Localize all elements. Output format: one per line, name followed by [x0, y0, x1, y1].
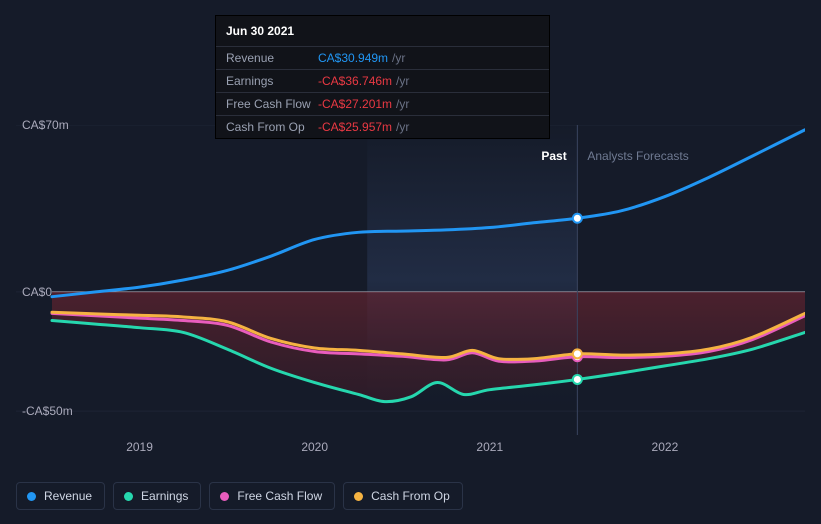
- legend-label: Revenue: [44, 489, 92, 503]
- legend-label: Earnings: [141, 489, 188, 503]
- tooltip-row-value: -CA$36.746m: [318, 74, 392, 88]
- tooltip-row-label: Cash From Op: [226, 120, 318, 134]
- legend-dot-icon: [27, 492, 36, 501]
- x-axis: 2019 2020 2021 2022: [16, 440, 805, 460]
- tooltip-row-label: Free Cash Flow: [226, 97, 318, 111]
- legend-dot-icon: [354, 492, 363, 501]
- x-tick-label: 2021: [476, 440, 503, 454]
- legend-item-cfo[interactable]: Cash From Op: [343, 482, 463, 510]
- x-tick-label: 2022: [652, 440, 679, 454]
- legend-item-fcf[interactable]: Free Cash Flow: [209, 482, 335, 510]
- x-tick-label: 2019: [126, 440, 153, 454]
- legend-label: Cash From Op: [371, 489, 450, 503]
- legend-item-revenue[interactable]: Revenue: [16, 482, 105, 510]
- tooltip-row-label: Earnings: [226, 74, 318, 88]
- tooltip-row-suffix: /yr: [392, 51, 405, 65]
- tooltip-row-suffix: /yr: [396, 74, 409, 88]
- legend-item-earnings[interactable]: Earnings: [113, 482, 201, 510]
- tooltip-row: RevenueCA$30.949m/yr: [216, 47, 549, 70]
- tooltip-row-value: CA$30.949m: [318, 51, 388, 65]
- tooltip-row-value: -CA$25.957m: [318, 120, 392, 134]
- legend-dot-icon: [124, 492, 133, 501]
- tooltip-row: Cash From Op-CA$25.957m/yr: [216, 116, 549, 138]
- tooltip-date: Jun 30 2021: [216, 16, 549, 47]
- tooltip-row-suffix: /yr: [396, 120, 409, 134]
- tooltip-row-value: -CA$27.201m: [318, 97, 392, 111]
- chart-plot-area[interactable]: CA$70mCA$0-CA$50mPastAnalysts Forecasts: [16, 125, 805, 435]
- chart-tooltip: Jun 30 2021 RevenueCA$30.949m/yrEarnings…: [215, 15, 550, 139]
- legend-label: Free Cash Flow: [237, 489, 322, 503]
- legend-dot-icon: [220, 492, 229, 501]
- tooltip-row: Earnings-CA$36.746m/yr: [216, 70, 549, 93]
- tooltip-row: Free Cash Flow-CA$27.201m/yr: [216, 93, 549, 116]
- chart-svg: [16, 125, 805, 435]
- tooltip-row-suffix: /yr: [396, 97, 409, 111]
- tooltip-row-label: Revenue: [226, 51, 318, 65]
- chart-legend: Revenue Earnings Free Cash Flow Cash From O…: [16, 482, 463, 510]
- x-tick-label: 2020: [301, 440, 328, 454]
